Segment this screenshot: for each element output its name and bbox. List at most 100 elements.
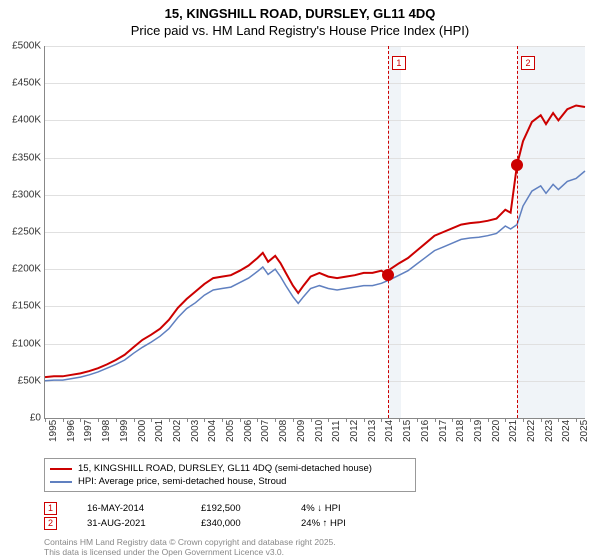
x-tick xyxy=(80,418,81,422)
y-axis-label: £100K xyxy=(12,338,41,349)
x-axis-label: 2021 xyxy=(508,420,519,442)
legend-box: 15, KINGSHILL ROAD, DURSLEY, GL11 4DQ (s… xyxy=(44,458,416,492)
series-line xyxy=(45,106,585,378)
sales-price: £340,000 xyxy=(201,518,271,529)
x-axis-label: 2013 xyxy=(367,420,378,442)
sales-price: £192,500 xyxy=(201,503,271,514)
x-axis-label: 2023 xyxy=(544,420,555,442)
sales-date: 16-MAY-2014 xyxy=(87,503,171,514)
footer-line2: This data is licensed under the Open Gov… xyxy=(44,548,336,558)
y-axis-label: £500K xyxy=(12,41,41,52)
x-tick xyxy=(240,418,241,422)
x-tick xyxy=(470,418,471,422)
x-axis-label: 2017 xyxy=(438,420,449,442)
sales-marker: 1 xyxy=(44,502,57,515)
y-axis-label: £0 xyxy=(30,413,41,424)
x-tick xyxy=(328,418,329,422)
legend-swatch xyxy=(50,481,72,483)
x-axis-label: 2024 xyxy=(561,420,572,442)
x-tick xyxy=(346,418,347,422)
sale-marker-label: 2 xyxy=(521,56,535,70)
y-axis-label: £400K xyxy=(12,115,41,126)
y-axis-label: £350K xyxy=(12,152,41,163)
sales-delta: 4% ↓ HPI xyxy=(301,503,391,514)
x-axis-label: 2018 xyxy=(455,420,466,442)
x-axis-label: 2012 xyxy=(349,420,360,442)
x-tick xyxy=(435,418,436,422)
x-tick xyxy=(505,418,506,422)
x-axis-label: 1998 xyxy=(101,420,112,442)
x-axis-label: 2006 xyxy=(243,420,254,442)
x-axis-label: 2010 xyxy=(314,420,325,442)
sales-row: 2 31-AUG-2021 £340,000 24% ↑ HPI xyxy=(44,516,494,531)
legend-item: HPI: Average price, semi-detached house,… xyxy=(50,475,410,488)
x-axis-label: 2002 xyxy=(172,420,183,442)
x-tick xyxy=(417,418,418,422)
x-tick xyxy=(293,418,294,422)
chart-lines xyxy=(45,46,585,418)
title-line1: 15, KINGSHILL ROAD, DURSLEY, GL11 4DQ xyxy=(0,6,600,23)
x-tick xyxy=(134,418,135,422)
x-axis-label: 2009 xyxy=(296,420,307,442)
x-axis-label: 2015 xyxy=(402,420,413,442)
chart-title: 15, KINGSHILL ROAD, DURSLEY, GL11 4DQ Pr… xyxy=(0,0,600,40)
x-tick xyxy=(541,418,542,422)
x-tick xyxy=(204,418,205,422)
sale-dot xyxy=(511,159,523,171)
x-axis-label: 2020 xyxy=(491,420,502,442)
x-tick xyxy=(98,418,99,422)
sales-date: 31-AUG-2021 xyxy=(87,518,171,529)
x-tick xyxy=(169,418,170,422)
x-tick xyxy=(311,418,312,422)
x-axis-label: 2011 xyxy=(331,420,342,442)
legend-label: HPI: Average price, semi-detached house,… xyxy=(78,476,286,487)
legend-label: 15, KINGSHILL ROAD, DURSLEY, GL11 4DQ (s… xyxy=(78,463,372,474)
x-axis-label: 2022 xyxy=(526,420,537,442)
x-tick xyxy=(151,418,152,422)
x-axis-label: 1995 xyxy=(48,420,59,442)
x-axis-label: 1996 xyxy=(66,420,77,442)
y-axis-label: £300K xyxy=(12,189,41,200)
sales-marker: 2 xyxy=(44,517,57,530)
sale-marker-line xyxy=(388,46,389,418)
legend-swatch xyxy=(50,468,72,470)
x-tick xyxy=(452,418,453,422)
x-axis-label: 2016 xyxy=(420,420,431,442)
footer-attribution: Contains HM Land Registry data © Crown c… xyxy=(44,538,336,558)
x-tick xyxy=(399,418,400,422)
title-line2: Price paid vs. HM Land Registry's House … xyxy=(0,23,600,40)
x-tick xyxy=(116,418,117,422)
x-tick xyxy=(222,418,223,422)
x-tick xyxy=(364,418,365,422)
x-axis-label: 2004 xyxy=(207,420,218,442)
y-axis-label: £200K xyxy=(12,264,41,275)
x-axis-label: 1997 xyxy=(83,420,94,442)
x-axis-label: 2014 xyxy=(384,420,395,442)
x-tick xyxy=(187,418,188,422)
x-axis-label: 2001 xyxy=(154,420,165,442)
x-axis-label: 2007 xyxy=(260,420,271,442)
x-tick xyxy=(488,418,489,422)
sales-delta: 24% ↑ HPI xyxy=(301,518,391,529)
x-axis-label: 2019 xyxy=(473,420,484,442)
y-axis-label: £250K xyxy=(12,227,41,238)
x-tick xyxy=(63,418,64,422)
series-line xyxy=(45,171,585,381)
x-axis-label: 1999 xyxy=(119,420,130,442)
x-axis-label: 2005 xyxy=(225,420,236,442)
y-axis-label: £50K xyxy=(18,375,41,386)
sale-dot xyxy=(382,269,394,281)
x-tick xyxy=(45,418,46,422)
x-tick xyxy=(257,418,258,422)
chart-plot-area: £0£50K£100K£150K£200K£250K£300K£350K£400… xyxy=(44,46,585,419)
y-axis-label: £150K xyxy=(12,301,41,312)
sales-table: 1 16-MAY-2014 £192,500 4% ↓ HPI 2 31-AUG-2021… xyxy=(44,501,494,531)
x-axis-label: 2008 xyxy=(278,420,289,442)
x-axis-label: 2000 xyxy=(137,420,148,442)
x-tick xyxy=(381,418,382,422)
sales-row: 1 16-MAY-2014 £192,500 4% ↓ HPI xyxy=(44,501,494,516)
y-axis-label: £450K xyxy=(12,78,41,89)
sale-marker-label: 1 xyxy=(392,56,406,70)
legend-item: 15, KINGSHILL ROAD, DURSLEY, GL11 4DQ (s… xyxy=(50,462,410,475)
sale-marker-line xyxy=(517,46,518,418)
